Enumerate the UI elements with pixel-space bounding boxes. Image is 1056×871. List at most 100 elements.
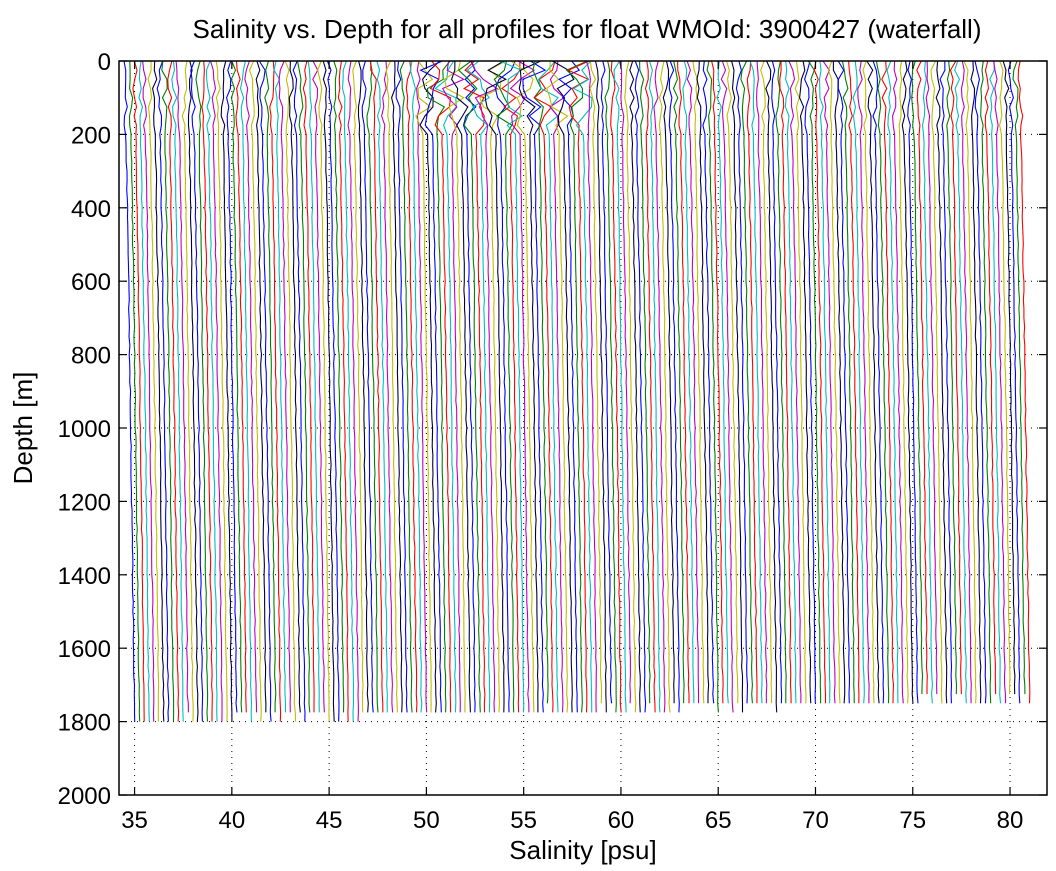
profile-line: [385, 60, 398, 713]
profile-line: [946, 60, 958, 695]
profile-line: [533, 60, 556, 713]
profile-line: [522, 60, 547, 713]
profile-line: [629, 60, 641, 713]
profile-line: [205, 60, 218, 722]
profile-line: [235, 60, 247, 713]
profile-line: [585, 60, 597, 713]
profile-line: [484, 60, 508, 713]
profile-line: [686, 60, 700, 704]
profile-line: [949, 60, 962, 695]
profile-line: [352, 60, 364, 713]
profile-line: [419, 60, 443, 713]
x-tick-label: 60: [608, 807, 635, 834]
profile-line: [852, 60, 865, 704]
profile-line: [450, 60, 471, 713]
profile-line: [147, 60, 160, 722]
profile-line: [916, 60, 928, 695]
y-tick-label: 1400: [58, 563, 111, 590]
profile-line: [161, 60, 175, 722]
profile-line: [478, 60, 506, 713]
profile-line: [898, 60, 909, 704]
profile-line: [610, 60, 622, 713]
profile-line: [220, 60, 233, 722]
profile-line: [376, 60, 388, 713]
profile-line: [604, 60, 617, 713]
profile-line: [546, 60, 569, 713]
profile-line: [123, 60, 136, 722]
profile-line: [434, 60, 457, 713]
profile-line: [875, 60, 890, 704]
profile-line: [756, 60, 768, 704]
profile-line: [493, 60, 515, 713]
profile-line: [1007, 60, 1021, 704]
profile-line: [662, 60, 675, 704]
profile-line: [970, 60, 982, 704]
y-tick-label: 1000: [58, 416, 111, 443]
profile-line: [175, 60, 189, 713]
profile-line: [405, 60, 418, 713]
profile-line: [702, 60, 715, 704]
y-tick-label: 400: [71, 196, 111, 223]
profile-line: [848, 60, 860, 704]
profile-line: [537, 60, 559, 713]
profile-line: [142, 60, 155, 722]
profile-line: [565, 60, 588, 713]
profile-line: [984, 60, 997, 695]
profile-line: [837, 60, 851, 704]
profile-line: [518, 60, 542, 713]
profile-line: [190, 60, 204, 722]
profile-line: [827, 60, 841, 704]
profile-line: [692, 60, 705, 704]
profile-line: [892, 60, 904, 704]
profile-line: [239, 60, 253, 722]
profile-line: [201, 60, 213, 722]
profile-line: [457, 60, 481, 713]
profile-line: [415, 60, 434, 713]
profile-line: [181, 60, 194, 722]
profile-line: [963, 60, 977, 704]
profile-line: [132, 60, 145, 722]
profile-line: [230, 60, 243, 713]
x-tick-label: 45: [316, 807, 343, 834]
profile-line: [939, 60, 953, 704]
profile-line: [993, 60, 1007, 704]
profile-line: [930, 60, 943, 704]
profile-line: [317, 60, 330, 722]
profile-line: [471, 60, 499, 713]
profile-line: [509, 60, 536, 713]
profile-line: [128, 60, 141, 722]
profile-line: [409, 60, 423, 713]
profile-line: [381, 60, 394, 713]
profile-line: [337, 60, 349, 722]
profile-line: [653, 60, 666, 713]
profile-line: [187, 60, 199, 722]
profile-line: [779, 60, 792, 704]
x-tick-label: 70: [802, 807, 829, 834]
y-tick-label: 0: [98, 49, 111, 76]
profile-line: [572, 60, 593, 713]
profile-line: [921, 60, 933, 704]
profile-line: [510, 60, 535, 713]
profile-line: [462, 60, 477, 713]
profile-line: [624, 60, 637, 713]
profile-line: [711, 60, 724, 704]
profile-line: [278, 60, 291, 713]
profile-line: [494, 60, 516, 713]
profile-line: [740, 60, 753, 704]
profile-line: [925, 60, 938, 695]
profile-line: [807, 60, 822, 704]
profile-line: [399, 60, 413, 713]
profile-line: [500, 60, 521, 713]
profile-line: [292, 60, 306, 722]
profile-line: [872, 60, 885, 704]
profile-line: [167, 60, 180, 722]
x-tick-label: 50: [413, 807, 440, 834]
profile-line: [258, 60, 272, 722]
profile-line: [600, 60, 613, 704]
x-axis-label: Salinity [psu]: [509, 835, 656, 865]
profile-line: [370, 60, 384, 713]
profile-line: [302, 60, 315, 713]
profile-line: [862, 60, 875, 704]
profile-line: [682, 60, 695, 704]
profile-line: [771, 60, 783, 704]
